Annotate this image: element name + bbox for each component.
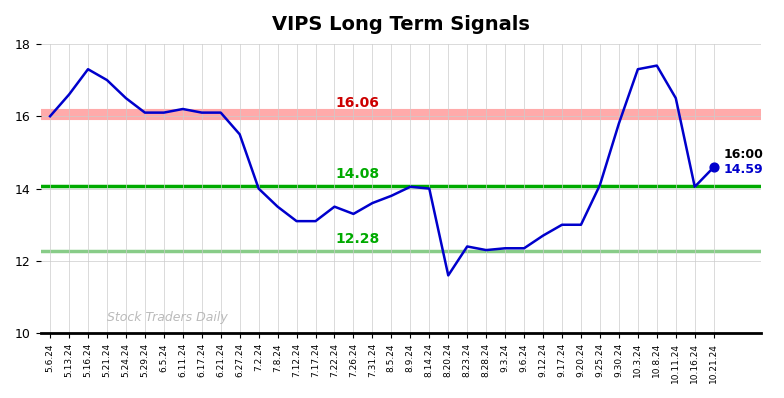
Text: 14.59: 14.59	[723, 162, 763, 176]
Text: 14.08: 14.08	[336, 167, 379, 181]
Text: 16.06: 16.06	[336, 96, 379, 110]
Title: VIPS Long Term Signals: VIPS Long Term Signals	[272, 15, 530, 34]
Text: 12.28: 12.28	[335, 232, 379, 246]
Text: Stock Traders Daily: Stock Traders Daily	[107, 311, 227, 324]
Point	[707, 164, 720, 170]
Text: 16:00: 16:00	[723, 148, 763, 161]
